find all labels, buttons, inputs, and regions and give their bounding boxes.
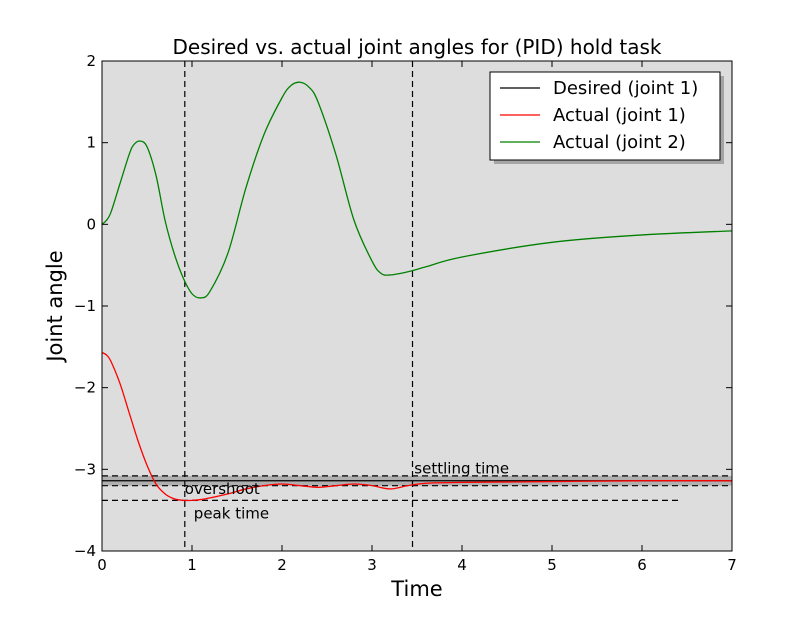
legend-entry-actual-joint1-label: Actual (joint 1): [553, 105, 686, 126]
x-tick-label-7: 7: [727, 556, 737, 574]
annotation-2: peak time: [194, 504, 269, 522]
series-layer: [101, 81, 733, 502]
y-tick-label-2: −2: [74, 379, 96, 397]
y-tick-label-6: 2: [86, 52, 96, 70]
y-tick-label-5: 1: [86, 134, 96, 152]
x-tick-label-5: 5: [547, 556, 557, 574]
y-tick-label-0: −4: [74, 542, 96, 560]
x-tick-label-6: 6: [637, 556, 647, 574]
x-tick-label-3: 3: [367, 556, 377, 574]
x-axis-label: Time: [390, 577, 442, 601]
ticks-layer: 0 1 2 3 4 5 6 7 −4 −3 −2 −1 0 1 2: [74, 52, 737, 574]
legend-entry-desired-joint1-label: Desired (joint 1): [553, 78, 698, 99]
legend-entries: Desired (joint 1) Actual (joint 1) Actual …: [500, 78, 698, 153]
x-tick-label-0: 0: [97, 556, 107, 574]
legend: Desired (joint 1) Actual (joint 1) Actual …: [489, 71, 724, 164]
y-tick-label-1: −3: [74, 460, 96, 478]
annotation-0: settling time: [414, 459, 509, 477]
legend-box: [489, 71, 721, 161]
y-tick-label-3: −1: [74, 297, 96, 315]
legend-entry-actual-joint2-label: Actual (joint 2): [553, 132, 686, 153]
annotation-1: overshoot: [185, 480, 260, 498]
chart-title: Desired vs. actual joint angles for (PID…: [172, 35, 661, 59]
x-tick-label-2: 2: [277, 556, 287, 574]
x-tick-label-4: 4: [457, 556, 467, 574]
series-line-actual-joint2: [101, 81, 733, 299]
x-tick-label-1: 1: [187, 556, 197, 574]
annotations-layer: settling time overshoot peak time: [185, 459, 509, 522]
y-tick-label-4: 0: [86, 215, 96, 233]
series-line-actual-joint1: [101, 351, 733, 502]
y-axis-label: Joint angle: [43, 250, 67, 363]
